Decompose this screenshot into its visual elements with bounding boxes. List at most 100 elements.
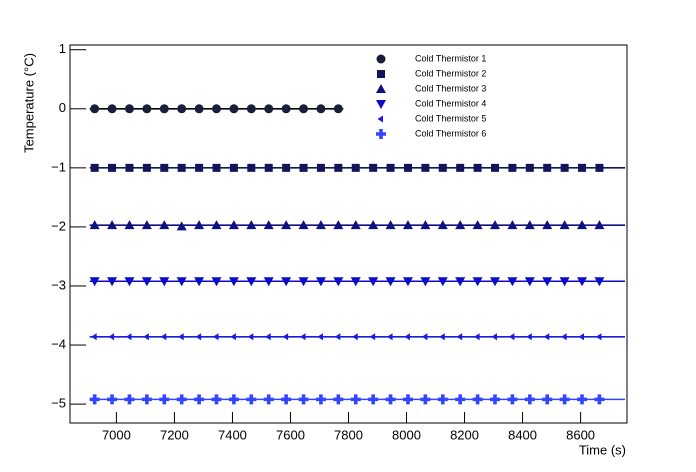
x-tick-label: 8200 xyxy=(450,427,479,442)
x-tick-label: 8000 xyxy=(392,427,421,442)
data-point xyxy=(594,277,605,287)
data-point xyxy=(91,333,97,341)
data-point xyxy=(507,220,518,230)
data-point xyxy=(228,394,239,405)
data-point xyxy=(368,220,379,230)
x-tick-label: 8600 xyxy=(566,427,595,442)
data-point xyxy=(334,333,341,341)
data-point xyxy=(281,394,292,405)
data-point xyxy=(159,220,170,230)
data-point xyxy=(420,220,431,230)
legend-marker xyxy=(377,70,385,78)
x-tick-label: 7000 xyxy=(102,427,131,442)
data-point xyxy=(89,277,100,287)
data-point xyxy=(246,220,257,230)
x-tick-label: 7400 xyxy=(218,427,247,442)
data-point xyxy=(542,277,553,287)
data-point xyxy=(195,163,204,172)
data-point xyxy=(298,277,309,287)
data-point xyxy=(472,394,483,405)
data-point xyxy=(90,163,99,172)
data-point xyxy=(350,394,361,405)
data-point xyxy=(246,394,257,405)
data-point xyxy=(246,104,256,114)
y-tick-label: −2 xyxy=(51,218,66,233)
data-point xyxy=(177,163,186,172)
x-tick-label: 7200 xyxy=(160,427,189,442)
data-point xyxy=(281,104,291,114)
data-point xyxy=(421,333,428,341)
data-point xyxy=(141,220,152,230)
data-point xyxy=(263,277,274,287)
data-point xyxy=(508,333,515,341)
data-point xyxy=(350,220,361,230)
data-point xyxy=(368,394,379,405)
data-point xyxy=(213,333,219,341)
data-point xyxy=(90,104,100,114)
data-point xyxy=(387,333,393,341)
data-point xyxy=(595,333,602,341)
data-point xyxy=(437,220,448,230)
data-point xyxy=(526,333,532,341)
data-point xyxy=(212,104,222,114)
data-point xyxy=(108,333,115,341)
data-point xyxy=(281,277,292,287)
data-point xyxy=(455,394,466,405)
plot-frame xyxy=(69,44,628,424)
data-point xyxy=(578,333,585,341)
data-point xyxy=(107,394,118,405)
data-point xyxy=(89,394,100,405)
data-point xyxy=(316,104,326,114)
data-point xyxy=(265,333,271,341)
data-point xyxy=(176,221,187,231)
data-point xyxy=(194,394,205,405)
data-point xyxy=(230,333,236,341)
data-point xyxy=(542,394,553,405)
data-point xyxy=(525,163,534,172)
data-point xyxy=(264,163,273,172)
data-point xyxy=(437,394,448,405)
legend-marker xyxy=(376,54,386,64)
data-point xyxy=(281,220,292,230)
data-point xyxy=(578,163,587,172)
data-point xyxy=(300,333,306,341)
data-point xyxy=(141,277,152,287)
data-point xyxy=(316,163,325,172)
data-point xyxy=(263,220,274,230)
legend-label: Cold Thermistor 2 xyxy=(415,68,486,78)
data-point xyxy=(385,220,396,230)
data-point xyxy=(107,277,118,287)
x-tick-label: 8400 xyxy=(508,427,537,442)
data-point xyxy=(333,277,344,287)
data-point xyxy=(298,394,309,405)
data-point xyxy=(368,277,379,287)
y-tick-label: −1 xyxy=(51,159,66,174)
data-point xyxy=(194,104,204,114)
data-point xyxy=(228,277,239,287)
data-point xyxy=(560,163,569,172)
data-point xyxy=(334,163,343,172)
data-point xyxy=(211,220,222,230)
data-point xyxy=(559,277,570,287)
data-point xyxy=(247,333,254,341)
data-point xyxy=(421,163,430,172)
data-point xyxy=(176,394,187,405)
data-point xyxy=(595,163,604,172)
data-point xyxy=(403,163,412,172)
data-point xyxy=(107,220,118,230)
data-point xyxy=(315,220,326,230)
legend-label: Cold Thermistor 3 xyxy=(415,83,486,93)
data-point xyxy=(577,277,588,287)
data-point xyxy=(143,333,149,341)
data-point xyxy=(542,220,553,230)
data-point xyxy=(473,163,482,172)
data-point xyxy=(194,277,205,287)
data-point xyxy=(385,277,396,287)
data-point xyxy=(420,394,431,405)
data-point xyxy=(402,277,413,287)
x-tick-label: 7600 xyxy=(276,427,305,442)
data-point xyxy=(282,163,291,172)
data-point xyxy=(211,394,222,405)
data-point xyxy=(508,163,517,172)
data-point xyxy=(524,220,535,230)
